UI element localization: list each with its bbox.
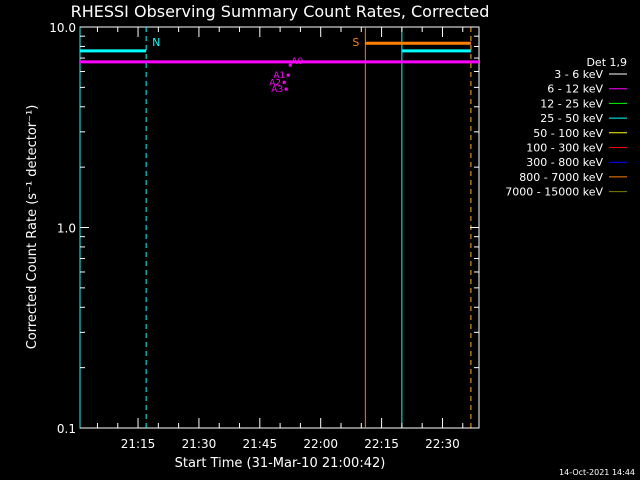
legend-label: 800 - 7000 keV [519, 171, 603, 184]
legend-label: 7000 - 15000 keV [505, 186, 603, 199]
axes-group: 0.1 1.0 10.0 21:15 21:30 21:45 22:00 22:15 22:30 [49, 21, 479, 451]
annotation-label: A1 [273, 71, 285, 81]
legend-label: 50 - 100 keV [533, 127, 603, 140]
legend-label: 25 - 50 keV [540, 112, 603, 125]
annotation-label: A0 [291, 57, 303, 67]
annotation-label: A2 [269, 78, 281, 88]
x-tick-label: 22:00 [303, 437, 338, 451]
series-group [80, 41, 479, 64]
x-tick-label: 21:45 [243, 437, 278, 451]
legend-label: 6 - 12 keV [547, 83, 603, 96]
legend-label: 3 - 6 keV [554, 68, 603, 81]
legend-title: Det 1,9 [586, 56, 627, 69]
annotation-label: A3 [271, 85, 283, 95]
x-tick-label: 21:30 [182, 437, 217, 451]
annotation-marker [288, 63, 292, 67]
legend-label: 12 - 25 keV [540, 97, 603, 110]
y-tick-label: 0.1 [57, 422, 76, 436]
x-axis-label: Start Time (31-Mar-10 21:00:42) [175, 456, 386, 471]
annotation-marker [284, 87, 288, 91]
flag-label: S [352, 36, 359, 49]
generation-timestamp: 14-Oct-2021 14:44 [559, 468, 635, 477]
y-tick-label: 10.0 [49, 21, 76, 35]
chart-title: RHESSI Observing Summary Count Rates, Co… [71, 2, 490, 21]
x-tick-label: 22:30 [425, 437, 460, 451]
annotation-marker [286, 73, 290, 77]
legend-label: 300 - 800 keV [526, 156, 603, 169]
legend-label: 100 - 300 keV [526, 142, 603, 155]
x-tick-label: 21:15 [121, 437, 156, 451]
annotation-marker [282, 80, 286, 84]
flag-label: N [152, 36, 160, 49]
y-tick-label: 1.0 [57, 222, 76, 236]
y-axis-label: Corrected Count Rate (s⁻¹ detector⁻¹) [25, 105, 40, 350]
x-tick-label: 22:15 [364, 437, 399, 451]
